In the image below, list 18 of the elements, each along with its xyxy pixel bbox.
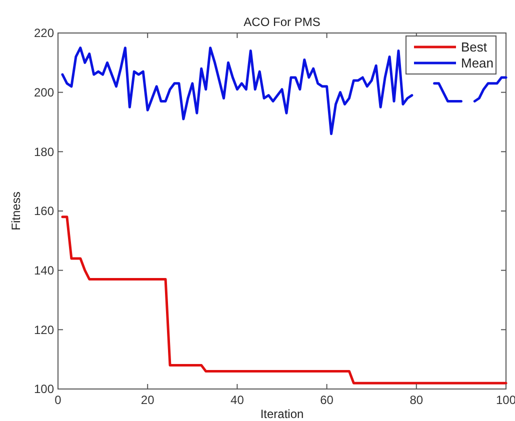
x-tick-label: 80 — [410, 393, 424, 407]
y-tick-label: 220 — [34, 26, 54, 40]
legend-label: Mean — [461, 56, 494, 71]
x-tick-label: 40 — [230, 393, 244, 407]
y-tick-label: 120 — [34, 322, 54, 337]
x-tick-label: 20 — [140, 393, 155, 407]
x-axis-title: Iteration — [260, 407, 304, 421]
y-axis-title: Fitness — [9, 192, 23, 230]
y-tick-label: 180 — [34, 144, 54, 159]
y-tick-label: 200 — [34, 86, 54, 100]
y-tick-label: 140 — [34, 264, 54, 278]
legend-label: Best — [461, 40, 488, 55]
x-tick-label: 60 — [320, 393, 334, 407]
y-tick-label: 160 — [34, 204, 54, 218]
chart-title: ACO For PMS — [244, 15, 320, 29]
line-series — [61, 216, 508, 384]
y-tick-label: 100 — [34, 382, 54, 396]
x-tick-label: 0 — [54, 393, 62, 407]
